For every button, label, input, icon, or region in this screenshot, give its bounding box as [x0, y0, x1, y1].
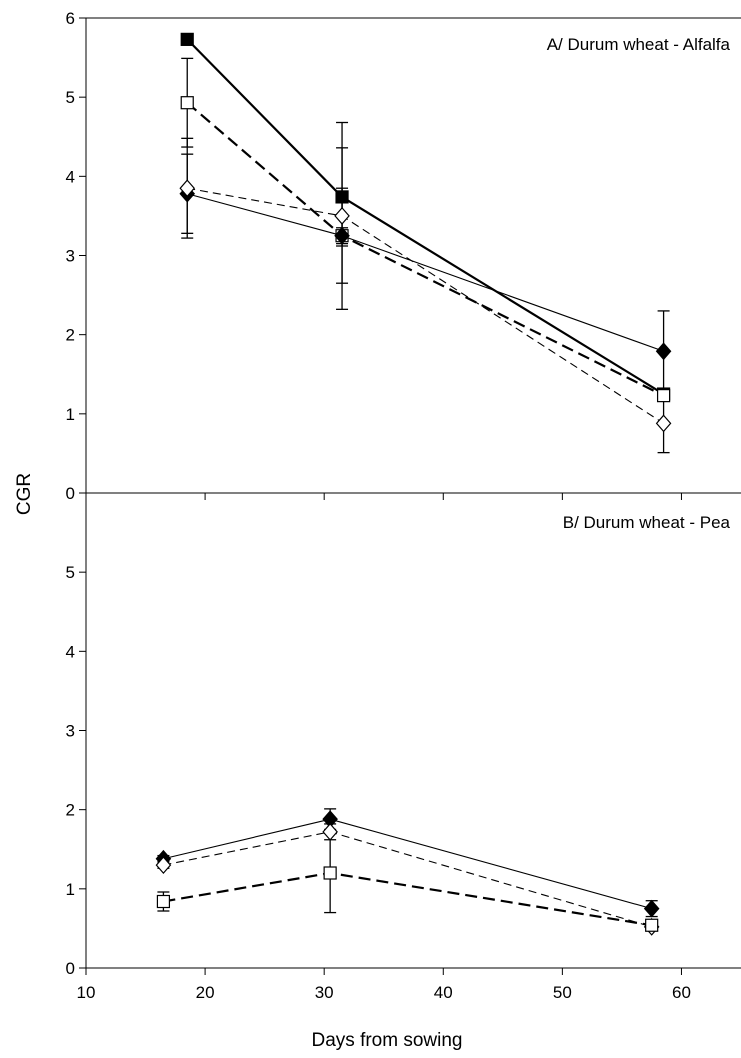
panel-a-title: A/ Durum wheat - Alfalfa — [547, 35, 731, 54]
panel-a-point-square — [180, 32, 194, 46]
panel-b-point-square — [323, 866, 337, 880]
panel-b-point-diamond — [155, 856, 172, 874]
panel-b-x-tick-label: 40 — [434, 983, 453, 1002]
panel-b-x-tick-label: 20 — [196, 983, 215, 1002]
panel-b-series-line — [163, 871, 652, 927]
y-axis-title: CGR — [14, 473, 35, 515]
panel-a-point-diamond — [655, 342, 672, 361]
panel-b-x-tick-label: 50 — [553, 983, 572, 1002]
panel-b: B/ Durum wheat - Pea 0 1 2 3 4 5 10 20 30 40 50 60 — [66, 493, 741, 1002]
panel-a-y-tick-label: 1 — [66, 405, 75, 424]
panel-a-point-square — [656, 389, 671, 403]
panel-b-y-tick-label: 1 — [66, 880, 75, 899]
panel-b-point-square — [645, 918, 659, 932]
panel-a-y-tick-label: 5 — [66, 88, 75, 107]
panel-a-series-line — [187, 187, 664, 424]
panel-b-y-tick-label: 3 — [66, 722, 75, 741]
panel-b-point-diamond — [322, 822, 338, 841]
panel-a-point-diamond — [334, 207, 350, 225]
panel-a-series-line — [186, 38, 665, 395]
panel-a-y-tick-label: 0 — [66, 484, 75, 503]
panel-a-y-tick-label: 2 — [66, 326, 75, 345]
panel-a-point-diamond — [179, 179, 196, 198]
panel-b-x-tick-label: 10 — [77, 983, 96, 1002]
panel-b-y-tick-label: 4 — [66, 642, 75, 661]
panel-a-y-tick-label: 6 — [66, 9, 75, 28]
panel-a-y-tick-label: 3 — [66, 247, 75, 266]
panel-a-point-diamond — [334, 226, 350, 245]
panel-a-point-diamond — [655, 414, 672, 433]
panel-b-y-tick-label: 5 — [66, 563, 75, 582]
panel-b-x-tick-label: 30 — [315, 983, 334, 1002]
panel-a-series-line — [187, 193, 664, 352]
panel-b-y-tick-label: 2 — [66, 801, 75, 820]
panel-b-point-square — [156, 894, 171, 909]
panel-b-series-line — [163, 818, 652, 910]
panel-b-x-tick-label: 60 — [672, 983, 691, 1002]
panel-a-point-square — [335, 190, 349, 204]
panel-a: A/ Durum wheat - Alfalfa 0 1 2 3 4 5 6 — [66, 9, 741, 503]
panel-b-title: B/ Durum wheat - Pea — [563, 513, 731, 532]
panel-b-y-tick-label: 0 — [66, 959, 75, 978]
panel-a-y-tick-label: 4 — [66, 167, 75, 186]
x-axis-title: Days from sowing — [312, 1030, 463, 1051]
panel-b-point-diamond — [643, 899, 660, 918]
panel-a-point-square — [180, 96, 194, 110]
